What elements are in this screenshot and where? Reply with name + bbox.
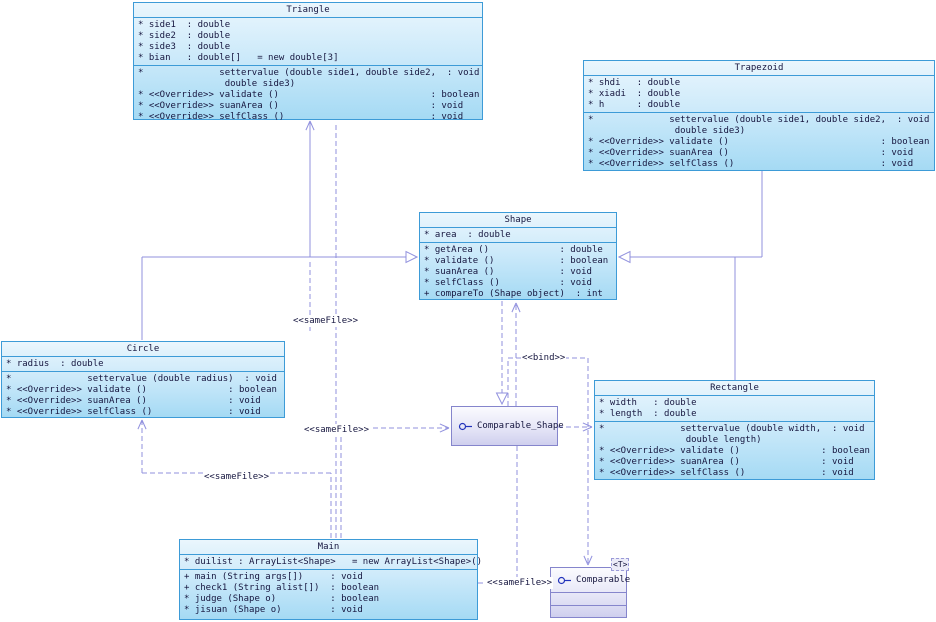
class-title: Triangle	[134, 3, 482, 18]
main-to-comparable-shape-samefile[interactable]	[340, 423, 450, 538]
attributes-compartment: * radius : double	[2, 357, 284, 371]
empty-compartment	[551, 592, 626, 605]
comparable-shape-to-rectangle[interactable]	[558, 422, 593, 432]
template-parameter-badge: <T>	[611, 558, 630, 571]
class-member-row: * <<Override>> validate () : boolean	[599, 446, 870, 456]
edge-stereotype-label: <<sameFile>>	[486, 577, 554, 589]
class-member-row: * side1 : double	[138, 20, 231, 30]
attributes-compartment: * area : double	[420, 228, 616, 242]
class-member-row: * <<Override>> selfClass () : void	[6, 407, 261, 417]
class-member-row: * settervalue (double radius) : void	[6, 374, 277, 384]
class-member-row: * <<Override>> suanArea () : void	[138, 101, 464, 111]
interface-comparable-shape[interactable]: Comparable_Shape	[451, 406, 564, 446]
methods-compartment: * getArea () : double * validate () : boo…	[420, 242, 616, 301]
lollipop-interface-icon	[557, 576, 571, 584]
edge-stereotype-label: <<bind>>	[521, 352, 567, 364]
attributes-compartment: * side1 : double * side2 : double * side3 …	[134, 18, 482, 65]
class-member-row: * validate () : boolean	[424, 256, 609, 266]
methods-compartment: * settervalue (double side1, double side…	[584, 112, 934, 171]
class-circle[interactable]: Circle * radius : double * settervalue (…	[1, 341, 285, 418]
class-shape[interactable]: Shape * area : double * getArea () : dou…	[419, 212, 617, 300]
class-member-row: * side2 : double	[138, 31, 231, 41]
lollipop-interface-icon	[458, 422, 472, 430]
interface-title: Comparable_Shape	[477, 421, 564, 431]
class-member-row: * <<Override>> suanArea () : void	[6, 396, 261, 406]
class-member-row: + main (String args[]) : void	[184, 572, 363, 582]
class-member-row: * area : double	[424, 230, 511, 240]
class-member-row: + check1 (String alist[]) : boolean	[184, 583, 380, 593]
methods-compartment: * settervalue (double radius) : void * <<…	[2, 371, 284, 419]
comparable-shape-to-shape-dependency[interactable]	[511, 302, 521, 406]
class-member-row: * settervalue (double side1, double side…	[138, 68, 480, 89]
methods-compartment: + main (String args[]) : void + check1 (S…	[180, 569, 477, 619]
class-member-row: * <<Override>> selfClass () : void	[138, 112, 464, 122]
interface-title: Comparable	[576, 575, 631, 585]
class-title: Circle	[2, 342, 284, 357]
class-member-row: * <<Override>> validate () : boolean	[588, 137, 930, 147]
class-member-row: * width : double	[599, 398, 697, 408]
attributes-compartment: * duilist : ArrayList<Shape> = new Array…	[180, 555, 483, 569]
class-title: Rectangle	[595, 381, 874, 396]
class-member-row: * <<Override>> validate () : boolean	[138, 90, 480, 100]
class-member-row: * <<Override>> suanArea () : void	[599, 457, 854, 467]
comparable-shape-bind-to-comparable[interactable]	[507, 357, 593, 566]
class-member-row: * suanArea () : void	[424, 267, 592, 277]
interface-comparable[interactable]: Comparable	[550, 567, 630, 618]
edge-stereotype-label: <<sameFile>>	[292, 315, 360, 327]
edge-stereotype-label: <<sameFile>>	[303, 424, 371, 436]
class-title: Trapezoid	[584, 61, 934, 76]
shape-to-comparable-shape-realization[interactable]	[495, 301, 509, 406]
class-member-row: * settervalue (double width, : void doub…	[599, 424, 865, 445]
triangle-to-shape-generalization-leg[interactable]	[305, 120, 315, 257]
class-member-row: * xiadi : double	[588, 89, 681, 99]
empty-compartment	[551, 605, 626, 618]
class-member-row: * <<Override>> selfClass () : void	[588, 159, 914, 169]
class-member-row: * radius : double	[6, 359, 104, 369]
trapezoid-to-shape-generalization[interactable]	[617, 171, 763, 264]
methods-compartment: * settervalue (double side1, double side…	[134, 65, 482, 124]
class-member-row: * duilist : ArrayList<Shape> = new Array…	[184, 557, 483, 567]
class-member-row: * judge (Shape o) : boolean	[184, 594, 380, 604]
class-member-row: * getArea () : double	[424, 245, 603, 255]
attributes-compartment: * width : double * length : double	[595, 396, 874, 421]
class-member-row: * length : double	[599, 409, 697, 419]
class-member-row: + compareTo (Shape object) : int	[424, 289, 603, 299]
class-member-row: * jisuan (Shape o) : void	[184, 605, 363, 615]
class-member-row: * bian : double[] = new double[3]	[138, 53, 339, 63]
class-member-row: * selfClass () : void	[424, 278, 592, 288]
class-member-row: * <<Override>> suanArea () : void	[588, 148, 914, 158]
class-trapezoid[interactable]: Trapezoid * shdi : double * xiadi : doubl…	[583, 60, 935, 171]
class-main[interactable]: Main * duilist : ArrayList<Shape> = new …	[179, 539, 483, 620]
interface-title-row: Comparable	[551, 568, 630, 592]
class-member-row: * side3 : double	[138, 42, 231, 52]
circle-to-shape-generalization[interactable]	[141, 250, 419, 341]
class-member-row: * <<Override>> selfClass () : void	[599, 468, 854, 478]
class-member-row: * shdi : double	[588, 78, 681, 88]
class-member-row: * settervalue (double side1, double side…	[588, 115, 930, 136]
class-title: Main	[180, 540, 477, 555]
attributes-compartment: * shdi : double * xiadi : double * h : dou…	[584, 76, 934, 112]
interface-title-row: Comparable_Shape	[452, 407, 564, 445]
edge-stereotype-label: <<sameFile>>	[203, 471, 271, 483]
class-triangle[interactable]: Triangle * side1 : double * side2 : doubl…	[133, 2, 483, 122]
class-member-row: * h : double	[588, 100, 681, 110]
main-to-circle-samefile[interactable]	[137, 419, 332, 538]
class-rectangle[interactable]: Rectangle * width : double * length : dou…	[594, 380, 875, 480]
methods-compartment: * settervalue (double width, : void doub…	[595, 421, 874, 480]
class-title: Shape	[420, 213, 616, 228]
class-member-row: * <<Override>> validate () : boolean	[6, 385, 277, 395]
